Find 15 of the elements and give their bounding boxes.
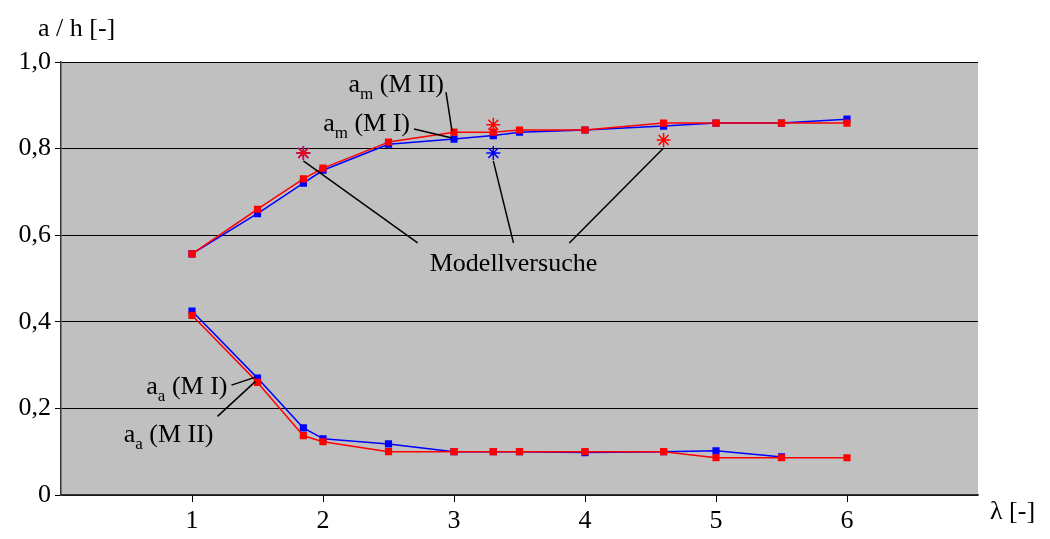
x-tick-label: 3 <box>447 505 461 535</box>
x-tick-label: 6 <box>840 505 854 535</box>
y-tick-label: 0 <box>38 478 51 508</box>
text: Modellversuche <box>429 247 598 277</box>
y-tick-label: 0,2 <box>18 392 51 422</box>
y-tick-label: 0,8 <box>18 132 51 162</box>
x-tick-label: 4 <box>578 505 592 535</box>
y-axis-title: a / h [-] <box>38 13 116 42</box>
y-tick-label: 1,0 <box>18 45 51 75</box>
x-tick-label: 1 <box>185 505 199 535</box>
y-tick-label: 0,4 <box>18 305 51 335</box>
y-tick-label: 0,6 <box>18 219 51 249</box>
x-axis-title: λ [-] <box>990 496 1036 525</box>
x-tick-label: 5 <box>709 505 723 535</box>
x-tick-label: 2 <box>316 505 330 535</box>
